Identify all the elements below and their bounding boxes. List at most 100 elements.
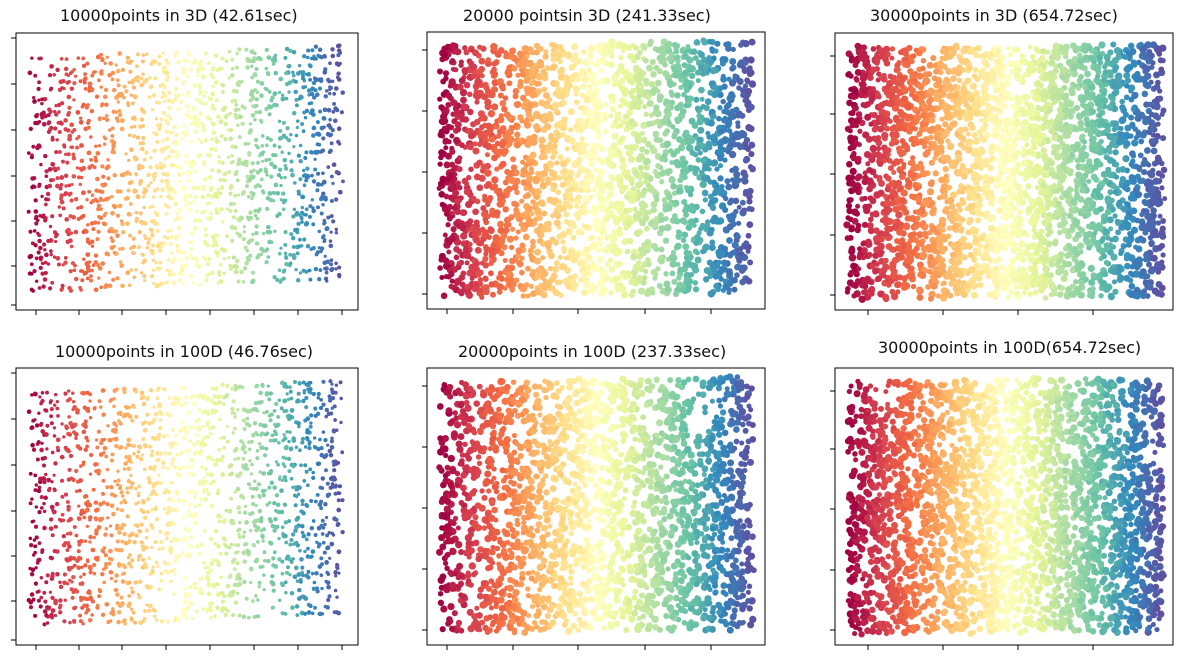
scatter-point [278,76,284,82]
scatter-point [295,125,300,130]
scatter-point [279,176,283,180]
scatter-point [56,103,61,108]
scatter-point [211,84,216,89]
scatter-point [174,93,178,97]
scatter-point [222,271,226,276]
scatter-point [41,121,47,127]
scatter-point [33,120,38,126]
scatter-point [57,262,61,267]
scatter-point [209,211,213,216]
scatter-point [290,235,296,241]
scatter-point [184,200,189,205]
scatter-point [237,47,242,52]
scatter-point [239,269,244,275]
scatter-point [190,256,195,261]
scatter-point [49,64,54,69]
scatter-point [289,232,294,237]
scatter-point [90,244,95,248]
scatter-point [323,254,327,258]
scatter-point [214,98,219,103]
scatter-point [27,70,33,76]
scatter-point [230,72,235,78]
scatter-point [108,61,114,66]
scatter-point [110,210,115,216]
scatter-point [164,136,170,142]
scatter-point [107,270,112,275]
scatter-point [337,265,342,270]
scatter-point [148,205,152,209]
scatter-point [295,251,300,256]
scatter-point [254,73,258,78]
scatter-point [70,130,75,134]
scatter-point [64,57,69,61]
scatter-point [155,228,160,233]
scatter-point [128,133,132,137]
scatter-point [240,121,245,126]
scatter-point [28,126,33,132]
scatter-point [184,103,190,109]
scatter-point [73,229,79,235]
scatter-point [302,183,307,188]
scatter-point [329,141,334,146]
scatter-point [97,78,101,83]
scatter-point [191,281,196,285]
scatter-point [281,191,286,196]
scatter-point [221,220,225,224]
scatter-point [128,172,132,177]
scatter-point [49,252,53,257]
scatter-point [298,143,303,148]
scatter-point [291,244,296,249]
scatter-point [76,206,80,210]
scatter-point [220,160,225,165]
scatter-point [46,238,51,244]
scatter-point [151,93,157,98]
scatter-point [26,209,31,214]
scatter-point [332,92,337,96]
scatter-point [177,172,182,177]
scatter-point [61,206,66,211]
scatter-point [245,65,250,70]
scatter-point [63,118,68,123]
scatter-point [30,56,34,60]
scatter-point [216,270,222,275]
scatter-point [294,103,299,108]
scatter-point [304,150,309,155]
scatter-point [214,136,218,140]
scatter-point [162,235,167,239]
scatter-point [181,131,185,135]
scatter-point [241,280,246,284]
scatter-point [145,52,149,56]
scatter-point [106,157,110,162]
scatter-point [291,70,295,75]
scatter-point [94,94,100,99]
scatter-point [332,118,338,124]
scatter-point [103,87,109,93]
scatter-point [184,160,188,164]
scatter-point [237,135,242,139]
scatter-point [300,205,304,210]
scatter-point [119,126,125,132]
scatter-point [165,236,170,241]
scatter-point [186,90,191,95]
scatter-point [259,93,264,99]
scatter-point [100,261,106,266]
scatter-point [313,266,319,272]
scatter-point [55,183,60,189]
scatter-point [158,84,163,88]
scatter-point [49,86,54,91]
scatter-point [268,137,273,142]
scatter-point [33,73,38,78]
scatter-point [78,79,83,84]
scatter-point [93,155,98,160]
scatter-point [70,182,74,187]
scatter-point [171,272,176,277]
scatter-points [26,43,345,293]
scatter-point [72,81,77,86]
scatter-point [83,72,87,76]
scatter-point [168,116,173,121]
scatter-point [44,252,49,258]
scatter-point [204,101,209,106]
scatter-point [331,110,336,114]
scatter-point [333,86,339,91]
scatter-point [104,102,109,107]
